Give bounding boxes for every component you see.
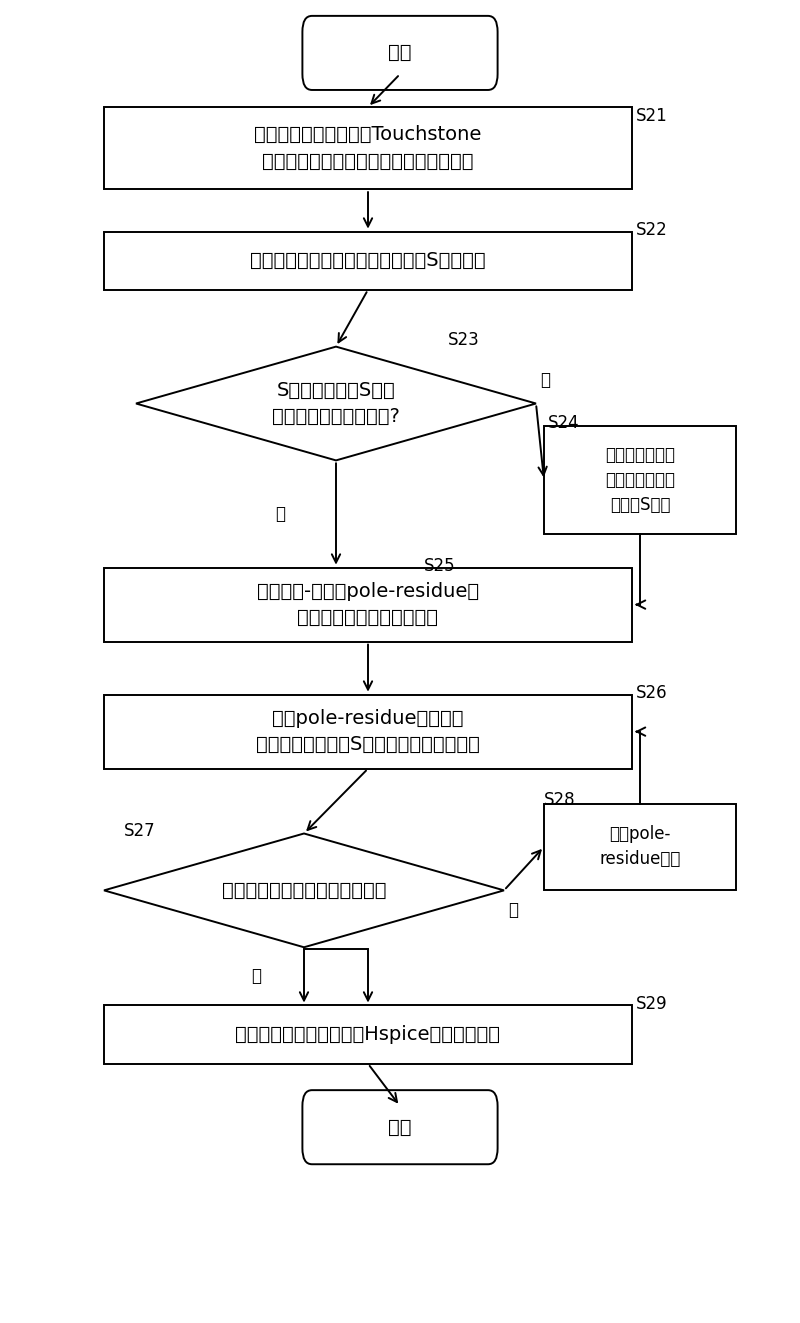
- Text: 否: 否: [508, 901, 518, 919]
- FancyBboxPatch shape: [302, 16, 498, 90]
- Text: 基于pole-residue数量执行
向量拟合算法产生S参数的有理数函数矩阵: 基于pole-residue数量执行 向量拟合算法产生S参数的有理数函数矩阵: [256, 709, 480, 754]
- Text: S22: S22: [636, 221, 668, 239]
- Text: 结束: 结束: [388, 1118, 412, 1136]
- Bar: [104, 232, 632, 290]
- Bar: [104, 695, 632, 769]
- Text: S29: S29: [636, 995, 668, 1013]
- Text: 是: 是: [251, 967, 261, 986]
- Text: S21: S21: [636, 107, 668, 126]
- Text: 否: 否: [540, 370, 550, 389]
- Text: S27: S27: [124, 822, 156, 840]
- Text: 从资料存储单元内读取Touchstone
标准文件格式的多端口电路系统资料文件: 从资料存储单元内读取Touchstone 标准文件格式的多端口电路系统资料文件: [254, 126, 482, 171]
- Polygon shape: [104, 833, 504, 947]
- Text: 开始: 开始: [388, 44, 412, 62]
- Bar: [544, 803, 736, 889]
- Text: 是: 是: [275, 505, 285, 523]
- Text: S26: S26: [636, 684, 668, 703]
- Polygon shape: [136, 347, 536, 460]
- Text: S参数矩阵内的S参数
是否满足电路被动特性?: S参数矩阵内的S参数 是否满足电路被动特性?: [272, 381, 400, 426]
- FancyBboxPatch shape: [302, 1090, 498, 1164]
- Bar: [104, 568, 632, 642]
- Text: 从多端口电路系统资料文件内获取S参数矩阵: 从多端口电路系统资料文件内获取S参数矩阵: [250, 251, 486, 270]
- Bar: [104, 1005, 632, 1064]
- Text: S28: S28: [544, 791, 576, 810]
- Text: S24: S24: [548, 414, 580, 433]
- Text: 设定极值-残值（pole-residue）
数量、递归次数与系统误差: 设定极值-残值（pole-residue） 数量、递归次数与系统误差: [257, 582, 479, 627]
- Text: 根据有理数函数矩阵产生Hspice兼容等效电路: 根据有理数函数矩阵产生Hspice兼容等效电路: [235, 1025, 501, 1044]
- Text: 增加pole-
residue数量: 增加pole- residue数量: [599, 826, 681, 868]
- Bar: [544, 426, 736, 534]
- Text: S25: S25: [424, 557, 456, 576]
- Text: 执行内差算法补
足具有电路被动
特性的S参数: 执行内差算法补 足具有电路被动 特性的S参数: [605, 446, 675, 515]
- Text: S23: S23: [448, 331, 480, 349]
- Bar: [104, 107, 632, 189]
- Text: 均方根误差是否小于系统误差？: 均方根误差是否小于系统误差？: [222, 881, 386, 900]
